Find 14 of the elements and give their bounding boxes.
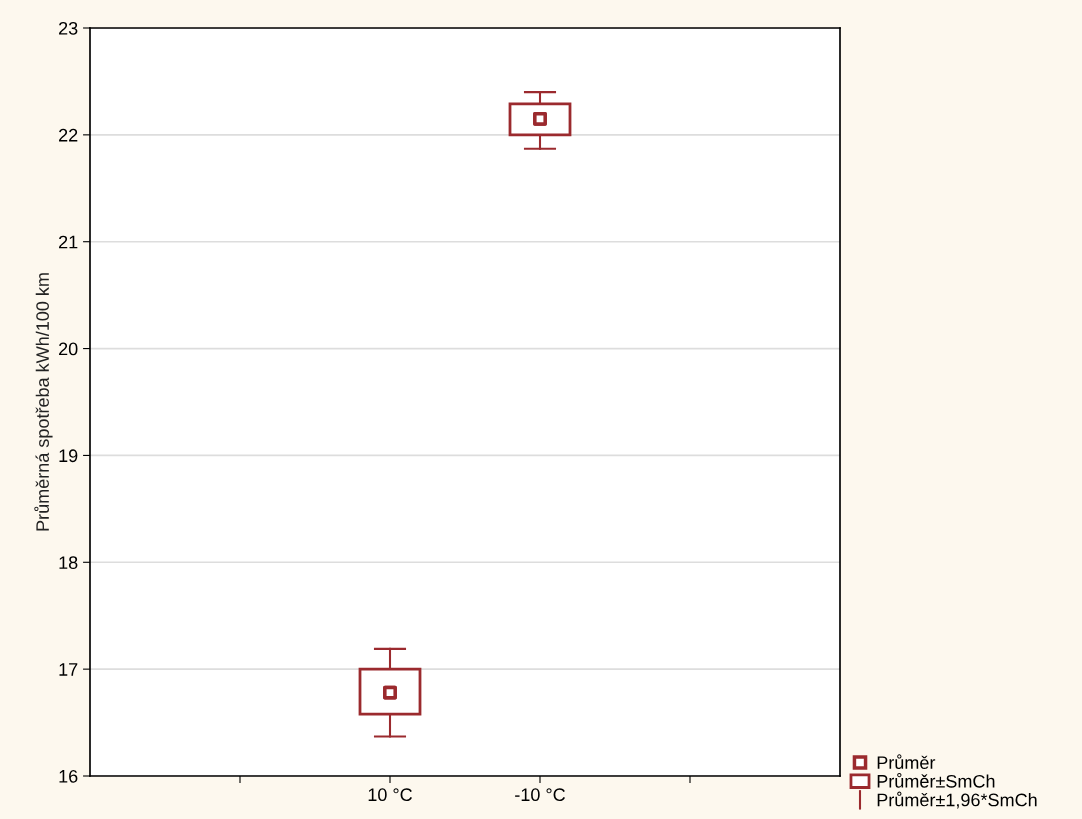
y-tick-label: 23 <box>59 21 78 35</box>
y-tick-label: 17 <box>59 663 78 676</box>
y-tick-label: 18 <box>59 556 78 570</box>
legend-label: Průměr <box>877 754 936 770</box>
y-tick-label: 22 <box>59 128 78 142</box>
x-tick-label: -10 °C <box>515 788 565 802</box>
legend-label: Průměr±1,96*SmCh <box>877 791 1037 809</box>
y-tick-label: 19 <box>59 449 78 463</box>
x-tick-label: 10 °C <box>368 788 412 802</box>
y-tick-label: 21 <box>59 235 78 249</box>
y-tick-label: 20 <box>59 342 78 356</box>
y-axis-title: Průměrná spotřeba kWh/100 km <box>34 273 53 531</box>
legend-label: Průměr±SmCh <box>877 772 995 788</box>
y-tick-label: 16 <box>59 769 78 783</box>
